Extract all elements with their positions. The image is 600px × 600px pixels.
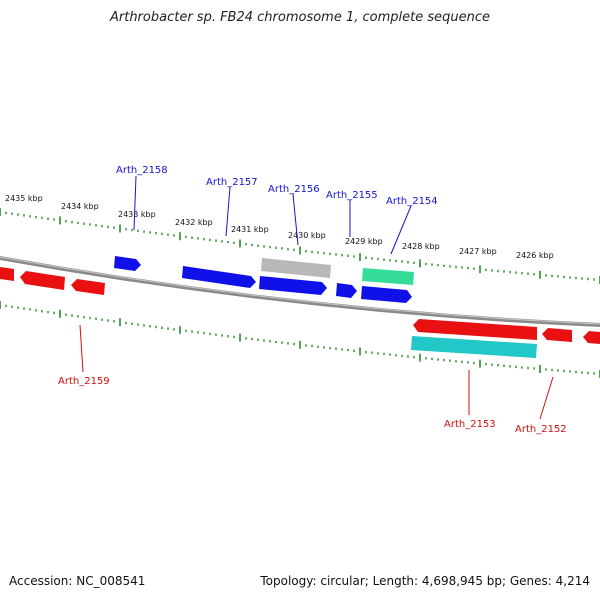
gene-arth-2156b[interactable]	[259, 276, 327, 295]
tick-label: 2433 kbp	[118, 210, 156, 219]
leader-arth-2158	[133, 175, 137, 231]
sequence-summary: Topology: circular; Length: 4,698,945 bp…	[260, 574, 590, 588]
chromosome-backbone	[0, 256, 600, 327]
tick-label: 2434 kbp	[61, 202, 99, 211]
gene-label[interactable]: Arth_2159	[58, 376, 110, 387]
lower-tick-track	[0, 301, 600, 378]
tick-label: 2435 kbp	[5, 194, 43, 203]
gene-arth-2158[interactable]	[114, 256, 141, 271]
tick-label: 2431 kbp	[231, 225, 269, 234]
tick-label: 2430 kbp	[288, 231, 326, 240]
gene-label[interactable]: Arth_2152	[515, 424, 567, 435]
leader-arth-2154	[390, 205, 412, 255]
gene-arth-2151[interactable]	[542, 328, 572, 342]
gene-arth-2159[interactable]	[71, 279, 105, 295]
gene-arth-2160[interactable]	[0, 267, 14, 281]
gene-arth-2154b[interactable]	[361, 286, 412, 303]
tick-label: 2426 kbp	[516, 251, 554, 260]
gene-arth-2157[interactable]	[182, 266, 256, 288]
leader-arth-2156	[292, 193, 299, 246]
gene-arth-2152[interactable]	[413, 319, 537, 340]
leader-arth-2157	[225, 186, 231, 237]
label-leaders	[79, 175, 554, 420]
gene-label[interactable]: Arth_2153	[444, 419, 496, 430]
forward-genes	[114, 256, 414, 303]
gene-arth-2150[interactable]	[583, 331, 600, 344]
map-title: Arthrobacter sp. FB24 chromosome 1, comp…	[109, 10, 491, 25]
gene-label[interactable]: Arth_2154	[386, 196, 438, 207]
leader-arth-2152	[539, 376, 554, 420]
gene-arth-2154[interactable]	[362, 268, 414, 285]
leader-arth-2159	[79, 324, 84, 373]
gene-arth-2155[interactable]	[336, 283, 357, 298]
reverse-genes	[0, 267, 600, 358]
tick-label: 2432 kbp	[175, 218, 213, 227]
gene-labels: Arth_2158 Arth_2157 Arth_2156 Arth_2155 …	[58, 165, 567, 435]
upper-tick-track	[0, 208, 600, 284]
accession-label: Accession: NC_008541	[9, 574, 146, 588]
ruler-labels: 2435 kbp 2434 kbp 2433 kbp 2432 kbp 2431…	[5, 194, 554, 260]
gene-label[interactable]: Arth_2158	[116, 165, 168, 176]
gene-arth-2156[interactable]	[261, 258, 331, 278]
tick-label: 2428 kbp	[402, 242, 440, 251]
gene-label[interactable]: Arth_2157	[206, 177, 258, 188]
tick-label: 2427 kbp	[459, 247, 497, 256]
gene-label[interactable]: Arth_2155	[326, 190, 378, 201]
gene-arth-2159a[interactable]	[20, 271, 65, 290]
backbone-highlight	[0, 256, 600, 325]
gene-label[interactable]: Arth_2156	[268, 184, 320, 195]
tick-label: 2429 kbp	[345, 237, 383, 246]
gene-arth-2153[interactable]	[411, 336, 537, 358]
